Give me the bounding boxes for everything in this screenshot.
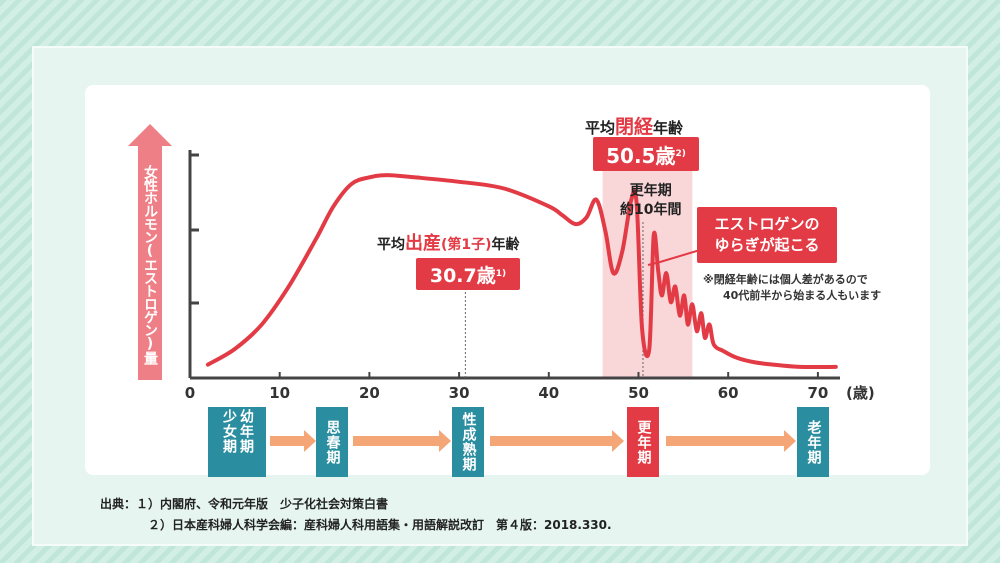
fluctuation-label-line-1: エストロゲンの bbox=[714, 215, 820, 233]
x-tick-label: 50 bbox=[628, 384, 649, 402]
birth-title-prefix: 平均 bbox=[377, 237, 405, 253]
sources: 出典：１）内閣府、令和元年版 少子化社会対策白書 ２）日本産科婦人科学会編：産科… bbox=[100, 494, 612, 536]
x-tick-label: 40 bbox=[538, 384, 559, 402]
birth-age-badge: 30.7歳 1) bbox=[416, 258, 520, 290]
stage-menopause: 更年期 bbox=[627, 407, 659, 477]
stage-arrow bbox=[666, 430, 796, 452]
fluctuation-callout: エストロゲンの ゆらぎが起こる bbox=[697, 207, 837, 263]
stage-childhood: 幼年期 少女期 bbox=[208, 407, 266, 477]
birth-age-value: 30.7歳 bbox=[429, 264, 496, 287]
menopause-title-suffix: 年齢 bbox=[653, 119, 684, 137]
birth-title-keyword: 出産 bbox=[405, 233, 441, 254]
y-axis-arrow-head bbox=[128, 124, 172, 146]
birth-title-first-child: (第1子) bbox=[441, 237, 492, 253]
period-label-line-1: 更年期 bbox=[629, 183, 672, 199]
birth-age-note: 1) bbox=[495, 269, 507, 279]
stage-puberty: 思春期 bbox=[316, 407, 348, 477]
x-tick-label: 30 bbox=[449, 384, 470, 402]
birth-title: 平均出産(第1子)年齢 bbox=[377, 229, 520, 255]
x-axis-unit: (歳) bbox=[846, 384, 875, 402]
axes bbox=[188, 150, 840, 380]
x-tick-label: 20 bbox=[359, 384, 380, 402]
x-tick-label: 70 bbox=[807, 384, 828, 402]
menopause-age-note: 2) bbox=[675, 149, 686, 159]
individual-difference-note: ※閉経年齢には個人差があるので 40代前半から始まる人もいます bbox=[703, 272, 881, 304]
estrogen-curve bbox=[205, 173, 838, 370]
menopause-title: 平均閉経年齢 bbox=[585, 112, 683, 139]
menopause-period-label: 更年期 約10年間 bbox=[620, 182, 681, 220]
fluctuation-pointer bbox=[647, 249, 701, 266]
x-tick-label: 10 bbox=[269, 384, 290, 402]
menopause-title-keyword: 閉経 bbox=[615, 116, 654, 138]
fluctuation-label-line-2: ゆらぎが起こる bbox=[714, 236, 820, 254]
period-label-line-2: 約10年間 bbox=[620, 202, 682, 218]
stage-arrow bbox=[270, 430, 316, 452]
birth-title-suffix: 年齢 bbox=[491, 237, 520, 253]
stage-arrow bbox=[353, 430, 451, 452]
menopause-age-value: 50.5歳 bbox=[606, 143, 676, 168]
note-line-1: ※閉経年齢には個人差があるので bbox=[703, 273, 868, 286]
note-line-2: 40代前半から始まる人もいます bbox=[723, 289, 882, 302]
y-axis-label: 女性ホルモン(エストロゲン)量 bbox=[138, 145, 162, 380]
stage-old-age: 老年期 bbox=[797, 407, 829, 477]
tick-labels: 0 10 20 30 40 50 60 70 (歳) bbox=[185, 372, 875, 402]
stage-arrow bbox=[490, 430, 624, 452]
source-line-2: ２）日本産科婦人科学会編：産科婦人科用語集・用語解説改訂 第４版：2018.33… bbox=[148, 518, 612, 532]
x-tick-label: 0 bbox=[185, 384, 195, 402]
menopause-title-prefix: 平均 bbox=[585, 119, 616, 137]
source-line-1: 出典：１）内閣府、令和元年版 少子化社会対策白書 bbox=[100, 497, 389, 511]
stage-sexual-maturity: 性成熟期 bbox=[452, 407, 484, 477]
x-tick-label: 60 bbox=[718, 384, 739, 402]
menopause-age-badge: 50.5歳 2) bbox=[593, 137, 699, 171]
menopause-period-band bbox=[602, 171, 693, 378]
